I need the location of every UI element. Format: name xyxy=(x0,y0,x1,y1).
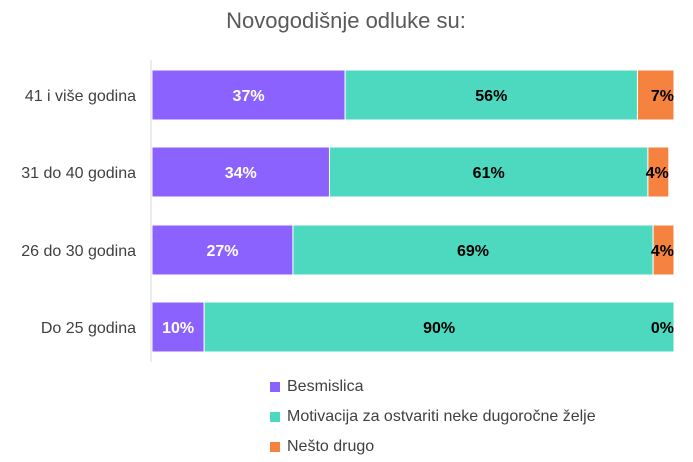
legend-label: Nešto drugo xyxy=(287,438,375,455)
bar-segment xyxy=(151,146,330,198)
bar-segment xyxy=(344,69,638,121)
data-label: 10% xyxy=(162,320,194,337)
legend: Besmislica Motivacija za ostvariti neke d… xyxy=(270,372,596,462)
category-label: 26 do 30 godina xyxy=(21,243,136,260)
category-label: 41 i više godina xyxy=(25,88,136,105)
bar-segment xyxy=(203,301,675,353)
data-label: 37% xyxy=(233,88,265,105)
bar-segment xyxy=(652,224,675,276)
bar-segment xyxy=(151,69,346,121)
data-label: 0% xyxy=(651,320,674,337)
data-label: 27% xyxy=(206,243,238,260)
data-label: 34% xyxy=(225,165,257,182)
legend-item: Besmislica xyxy=(270,372,596,402)
data-label: 69% xyxy=(457,243,489,260)
data-label: 4% xyxy=(651,243,674,260)
chart-title: Novogodišnje odluke su: xyxy=(226,8,466,33)
legend-label: Besmislica xyxy=(287,378,364,395)
data-label: 90% xyxy=(423,320,455,337)
data-label: 56% xyxy=(475,88,507,105)
category-label: 31 do 40 godina xyxy=(21,165,136,182)
bars xyxy=(151,69,675,353)
bar-segment xyxy=(647,146,670,198)
category-label: Do 25 godina xyxy=(41,320,136,337)
legend-swatch xyxy=(270,412,280,422)
bar-segment xyxy=(328,146,649,198)
data-label: 7% xyxy=(651,88,674,105)
category-labels: 41 i više godina 31 do 40 godina 26 do 30 … xyxy=(21,88,136,337)
bar-segment xyxy=(636,69,675,121)
legend-swatch xyxy=(270,442,280,452)
legend-label: Motivacija za ostvariti neke dugoročne ž… xyxy=(287,408,596,425)
data-label: 4% xyxy=(646,165,669,182)
legend-swatch xyxy=(270,382,280,392)
bar-segment xyxy=(292,224,654,276)
legend-item: Nešto drugo xyxy=(270,432,596,462)
data-labels: 37% 56% 7% 34% 61% 4% 27% 69% 4% 10% 90% 0% xyxy=(162,88,674,337)
data-label: 61% xyxy=(473,165,505,182)
legend-item: Motivacija za ostvariti neke dugoročne ž… xyxy=(270,402,596,432)
